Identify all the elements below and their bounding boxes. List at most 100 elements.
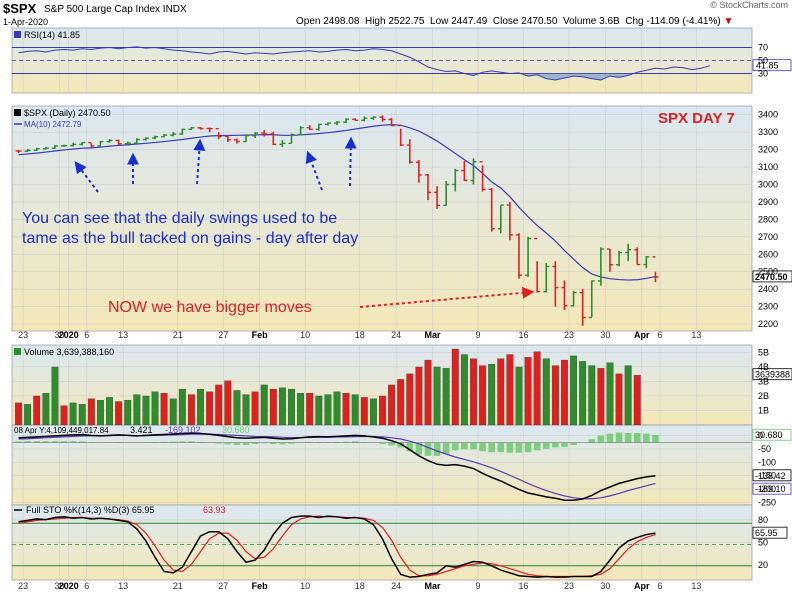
volume-bar [251,391,259,426]
macd-histogram-bar [533,442,541,451]
price-legend-swatch [14,109,21,116]
macd-legend-value: 3.421 [130,425,153,435]
volume-bar [397,379,405,426]
volume-bar [297,393,305,426]
x-tick-label: 27 [218,330,228,340]
volume-bar [60,405,68,426]
x-tick-label: Apr [634,581,650,591]
macd-histogram-bar [561,442,568,447]
macd-histogram-bar [488,442,495,453]
blue-arrow-3 [193,138,206,185]
macd-histogram-bar [442,442,450,454]
x-tick-label: 6 [657,330,662,340]
volume-bar [306,393,314,426]
volume-value: 3.6B [599,16,620,27]
volume-bar [78,404,86,426]
volume-bar [515,366,523,426]
volume-bar [379,395,386,426]
high-value: 2522.75 [388,16,425,27]
macd-value-tag [752,469,792,482]
x-tick-label: Mar [425,330,442,340]
x-tick-label: 9 [476,330,481,340]
volume-bar [24,404,32,426]
symbol: $SPX [3,1,37,16]
macd-histogram-bar [288,442,295,444]
open-value: 2498.08 [323,16,360,27]
y-tick-label: 3B [758,376,769,386]
x-tick-label: 13 [118,330,128,340]
high-label: High [364,16,386,27]
exchange: INDX [162,4,187,15]
volume-legend: Volume 3,639,388,160 [24,347,114,357]
volume-bar [124,399,132,426]
volume-bar [606,362,614,426]
rsi-value-tag [752,59,792,72]
volume-bar [415,366,423,426]
y-tick-label: 2200 [758,319,778,329]
macd-histogram-bar [24,441,31,443]
macd-histogram-bar [633,433,641,443]
y-tick-label: 3200 [758,145,778,155]
volume-bar [588,365,596,426]
y-tick-label: 3300 [758,127,778,137]
volume-bar [224,380,232,426]
macd-histogram-bar [542,442,550,449]
volume-bar [178,388,186,426]
macd-value-tag-text: -169.10 [755,484,786,494]
macd-histogram-bar [379,442,386,445]
sto-legend: Full STO %K(14,3) %D(3) 65.95 [26,505,154,515]
volume-bar [479,365,487,426]
volume-bar [187,394,195,426]
volume-bar [561,359,568,426]
macd-legend-prefix: 08 Apr Y:4,109,449,017.84 [14,426,109,435]
volume-bar [97,399,104,426]
watermark: © StockCharts.com [710,0,788,10]
x-tick-label: 10 [300,330,310,340]
volume-bar [269,388,277,426]
chart-date: 1-Apr-2020 [3,17,49,27]
macd-histogram-bar [652,434,659,443]
volume-bar [388,384,396,426]
macd-plot: 30.680 -138.42 -169.10 [12,428,792,501]
price-value-tag-text: 2470.50 [755,272,788,282]
y-tick-label: 2800 [758,214,778,224]
x-tick-label: 9 [476,581,481,591]
macd-histogram-bar [270,442,277,445]
volume-bar [488,364,496,426]
volume-bar [369,398,377,426]
volume-bar [451,348,459,426]
volume-bar [624,365,632,426]
macd-histogram-bar [479,442,486,452]
macd-histogram-bar [215,442,222,444]
macd-histogram-bar [470,442,477,450]
volume-bar [206,391,214,426]
macd-histogram-bar [351,441,359,443]
volume-bar [169,398,177,426]
y-tick-label: 0 [758,431,763,441]
rsi-line [18,46,711,81]
macd-histogram-bar [415,442,423,455]
x-tick-label: 10 [300,581,310,591]
x-tick-label: 30 [54,330,64,340]
volume-bar [351,394,359,426]
x-tick-label: 16 [519,581,529,591]
volume-bar [433,366,441,426]
x-tick-label: 18 [355,581,365,591]
macd-histogram-bar [15,441,22,443]
y-tick-label: -150 [758,471,776,481]
blue-arrow-5 [344,136,357,187]
y-tick-label: 80 [758,515,768,525]
volume-bar [315,395,323,426]
x-tick-label: 30 [600,330,610,340]
close-value: 2470.50 [521,16,558,27]
macd-histogram-bar [42,441,50,443]
volume-bar [260,384,268,426]
volume-bar [406,373,414,426]
macd-histogram-bar [452,442,459,451]
y-tick-label: -100 [758,457,776,467]
y-tick-label: 20 [758,560,768,570]
macd-line [18,432,656,501]
annotation-bigger-moves: NOW we have bigger moves [108,299,312,316]
volume-bar [278,387,286,426]
rsi-plot: 41.85 [12,46,792,81]
